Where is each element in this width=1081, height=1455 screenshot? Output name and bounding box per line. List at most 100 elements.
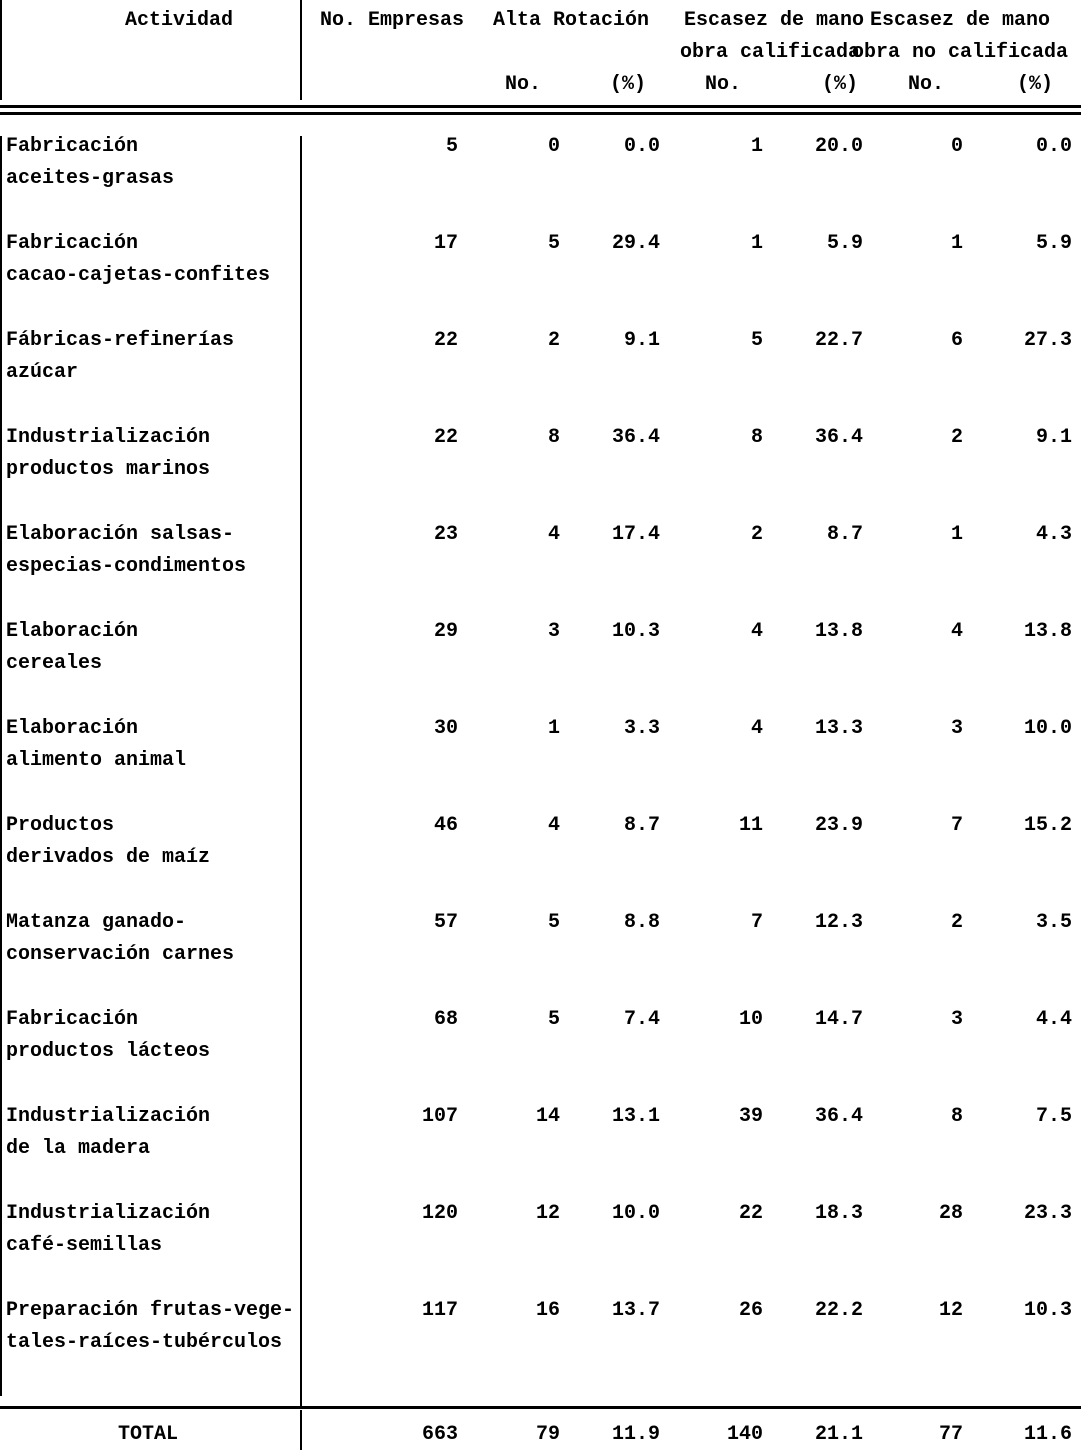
activity-line1: Fabricación xyxy=(6,232,139,255)
column-divider xyxy=(300,0,302,100)
header-escasez-no-calificada-2: obra no calificada xyxy=(852,41,1069,64)
value-cell: 68 xyxy=(433,1008,458,1031)
value-cell: 4.3 xyxy=(1035,523,1072,546)
activity-line2: productos lácteos xyxy=(6,1040,211,1063)
value-cell: 6 xyxy=(950,329,963,352)
value-cell: 12.3 xyxy=(814,911,863,934)
value-cell: 0 xyxy=(547,135,560,158)
value-cell: 5 xyxy=(445,135,458,158)
activity-line2: de la madera xyxy=(6,1137,151,1160)
activity-line1: Matanza ganado- xyxy=(6,911,187,934)
value-cell: 8.8 xyxy=(623,911,660,934)
value-cell: 46 xyxy=(433,814,458,837)
value-cell: 29 xyxy=(433,620,458,643)
total-value: 663 xyxy=(421,1423,458,1446)
activity-line2: alimento animal xyxy=(6,749,187,772)
value-cell: 26 xyxy=(738,1299,763,1322)
activity-line1: Elaboración xyxy=(6,717,139,740)
value-cell: 5.9 xyxy=(826,232,863,255)
value-cell: 0.0 xyxy=(623,135,660,158)
value-cell: 10.3 xyxy=(611,620,660,643)
activity-line1: Elaboración xyxy=(6,620,139,643)
value-cell: 18.3 xyxy=(814,1202,863,1225)
value-cell: 5.9 xyxy=(1035,232,1072,255)
column-divider xyxy=(0,0,2,100)
header-escasez-no-calificada: Escasez de mano xyxy=(870,9,1051,32)
value-cell: 4 xyxy=(950,620,963,643)
value-cell: 7 xyxy=(950,814,963,837)
activity-line2: tales-raíces-tubérculos xyxy=(6,1331,283,1354)
activity-line1: Fábricas-refinerías xyxy=(6,329,235,352)
total-value: 140 xyxy=(726,1423,763,1446)
value-cell: 8.7 xyxy=(826,523,863,546)
value-cell: 5 xyxy=(547,911,560,934)
activity-line1: Elaboración salsas- xyxy=(6,523,235,546)
activity-line2: conservación carnes xyxy=(6,943,235,966)
activity-line2: derivados de maíz xyxy=(6,846,211,869)
value-cell: 2 xyxy=(547,329,560,352)
total-value: 11.6 xyxy=(1023,1423,1072,1446)
value-cell: 29.4 xyxy=(611,232,660,255)
value-cell: 30 xyxy=(433,717,458,740)
header-empresas: No. Empresas xyxy=(320,9,465,32)
activity-line2: especias-condimentos xyxy=(6,555,247,578)
value-cell: 39 xyxy=(738,1105,763,1128)
value-cell: 3 xyxy=(950,1008,963,1031)
column-divider xyxy=(0,136,2,1396)
activity-line1: Fabricación xyxy=(6,135,139,158)
value-cell: 4 xyxy=(547,523,560,546)
value-cell: 4 xyxy=(750,620,763,643)
value-cell: 8 xyxy=(750,426,763,449)
value-cell: 2 xyxy=(950,426,963,449)
header-nocalif-no: No. xyxy=(908,73,945,96)
total-value: 77 xyxy=(938,1423,963,1446)
value-cell: 22.2 xyxy=(814,1299,863,1322)
value-cell: 10.3 xyxy=(1023,1299,1072,1322)
value-cell: 2 xyxy=(750,523,763,546)
value-cell: 28 xyxy=(938,1202,963,1225)
value-cell: 120 xyxy=(421,1202,458,1225)
activity-line2: cereales xyxy=(6,652,103,675)
value-cell: 0.0 xyxy=(1035,135,1072,158)
value-cell: 3.3 xyxy=(623,717,660,740)
value-cell: 117 xyxy=(421,1299,458,1322)
value-cell: 12 xyxy=(535,1202,560,1225)
activity-line1: Productos xyxy=(6,814,115,837)
value-cell: 13.1 xyxy=(611,1105,660,1128)
value-cell: 7 xyxy=(750,911,763,934)
value-cell: 4.4 xyxy=(1035,1008,1072,1031)
value-cell: 22 xyxy=(738,1202,763,1225)
header-nocalif-pct: (%) xyxy=(1017,73,1054,96)
value-cell: 3.5 xyxy=(1035,911,1072,934)
value-cell: 22 xyxy=(433,426,458,449)
activity-line2: productos marinos xyxy=(6,458,211,481)
value-cell: 36.4 xyxy=(814,426,863,449)
value-cell: 36.4 xyxy=(814,1105,863,1128)
value-cell: 20.0 xyxy=(814,135,863,158)
value-cell: 23 xyxy=(433,523,458,546)
value-cell: 7.5 xyxy=(1035,1105,1072,1128)
value-cell: 4 xyxy=(750,717,763,740)
column-divider xyxy=(300,136,302,1406)
value-cell: 3 xyxy=(950,717,963,740)
value-cell: 12 xyxy=(938,1299,963,1322)
header-escasez-calificada: Escasez de mano xyxy=(684,9,865,32)
value-cell: 17.4 xyxy=(611,523,660,546)
value-cell: 10.0 xyxy=(1023,717,1072,740)
value-cell: 9.1 xyxy=(623,329,660,352)
value-cell: 8 xyxy=(547,426,560,449)
value-cell: 8 xyxy=(950,1105,963,1128)
value-cell: 36.4 xyxy=(611,426,660,449)
activity-line2: cacao-cajetas-confites xyxy=(6,264,271,287)
value-cell: 27.3 xyxy=(1023,329,1072,352)
activity-line1: Industrialización xyxy=(6,1105,211,1128)
value-cell: 2 xyxy=(950,911,963,934)
activity-line1: Industrialización xyxy=(6,426,211,449)
value-cell: 5 xyxy=(750,329,763,352)
value-cell: 13.3 xyxy=(814,717,863,740)
value-cell: 0 xyxy=(950,135,963,158)
value-cell: 5 xyxy=(547,232,560,255)
header-actividad: Actividad xyxy=(125,9,234,32)
value-cell: 3 xyxy=(547,620,560,643)
header-escasez-calificada-2: obra calificada xyxy=(680,41,861,64)
